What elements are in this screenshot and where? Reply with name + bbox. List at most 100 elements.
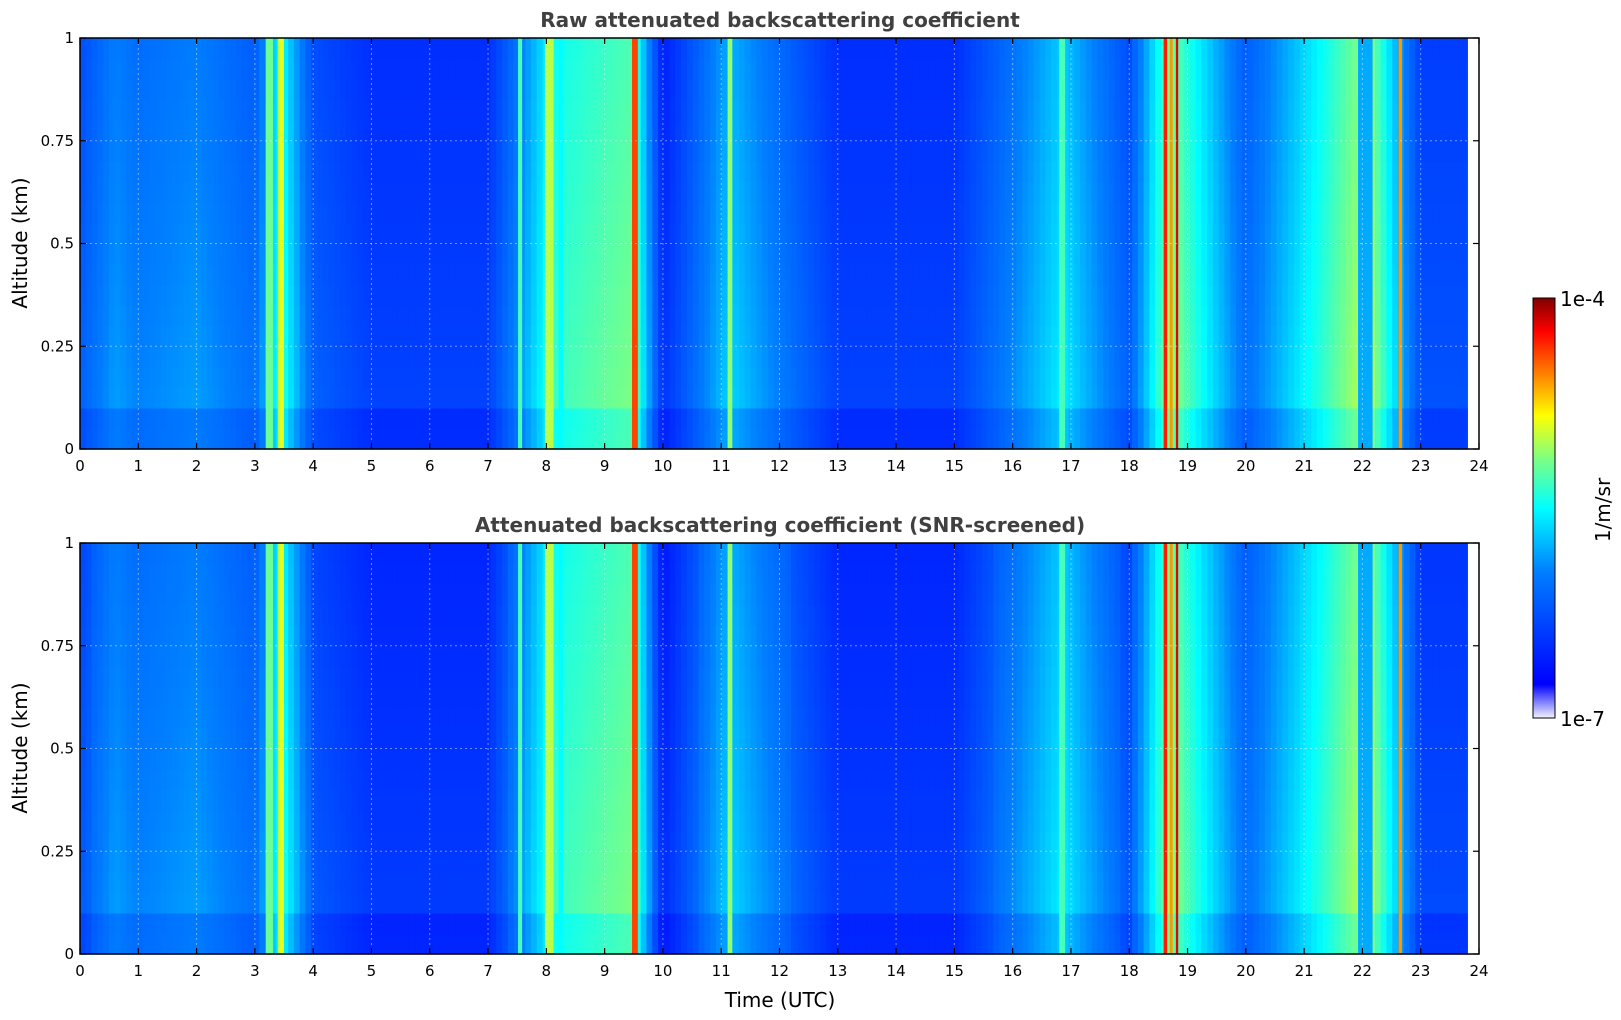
heatmap-cell — [1392, 120, 1399, 142]
heatmap-cell — [1062, 325, 1070, 347]
heatmap-cell — [843, 428, 850, 450]
heatmap-cell — [172, 58, 179, 80]
heatmap-cell — [403, 222, 411, 245]
heatmap-cell — [1149, 387, 1156, 409]
heatmap-cell — [311, 181, 318, 203]
heatmap-cell — [496, 366, 503, 388]
heatmap-cell — [80, 387, 87, 409]
heatmap-cell — [103, 79, 110, 101]
heatmap-cell — [1438, 264, 1445, 286]
heatmap-cell — [970, 38, 977, 60]
heatmap-cell — [1236, 346, 1243, 368]
heatmap-cell — [600, 346, 607, 368]
panel-raw-heatmap — [80, 38, 1479, 450]
heatmap-cell — [403, 181, 411, 203]
heatmap-cell — [970, 428, 977, 450]
heatmap-cell — [201, 325, 208, 347]
heatmap-cell — [964, 99, 971, 121]
heatmap-cell — [802, 161, 809, 183]
heatmap-cell — [987, 284, 994, 306]
heatmap-cell — [1178, 120, 1185, 142]
heatmap-cell — [658, 284, 665, 306]
heatmap-cell — [1444, 325, 1451, 347]
heatmap-cell — [744, 366, 752, 388]
heatmap-cell — [126, 181, 133, 203]
heatmap-cell — [634, 181, 642, 203]
heatmap-cell — [380, 58, 387, 80]
heatmap-cell — [999, 305, 1006, 327]
heatmap-cell — [658, 161, 665, 183]
heatmap-cell — [663, 79, 671, 101]
heatmap-cell — [1189, 120, 1197, 142]
heatmap-cell — [426, 428, 434, 450]
heatmap-cell — [964, 181, 971, 203]
heatmap-cell — [328, 38, 335, 60]
heatmap-cell — [929, 222, 937, 245]
heatmap-cell — [1241, 161, 1249, 183]
heatmap-cell — [767, 428, 775, 450]
heatmap-cell — [577, 305, 584, 327]
heatmap-cell — [779, 58, 786, 80]
heatmap-cell — [1415, 120, 1422, 142]
heatmap-cell — [270, 264, 278, 286]
heatmap-cell — [975, 366, 983, 388]
heatmap-cell — [1380, 140, 1388, 162]
heatmap-cell — [351, 120, 359, 142]
heatmap-cell — [386, 120, 393, 142]
heatmap-cell — [478, 79, 486, 101]
heatmap-cell — [883, 325, 890, 347]
heatmap-cell — [536, 243, 544, 265]
heatmap-cell — [658, 366, 665, 388]
heatmap-cell — [1311, 346, 1318, 368]
heatmap-cell — [958, 38, 966, 60]
heatmap-cell — [328, 366, 335, 388]
heatmap-cell — [386, 346, 393, 368]
heatmap-cell — [253, 305, 260, 327]
heatmap-cell — [1114, 79, 1122, 101]
heatmap-cell — [490, 407, 497, 430]
heatmap-cell — [317, 202, 324, 224]
heatmap-cell — [617, 120, 624, 142]
heatmap-cell — [854, 140, 861, 162]
heatmap-cell — [554, 407, 561, 430]
heatmap-cell — [895, 140, 902, 162]
heatmap-cell — [1213, 407, 1220, 430]
heatmap-cell — [860, 140, 867, 162]
heatmap-cell — [721, 243, 729, 265]
heatmap-cell — [802, 387, 809, 409]
heatmap-cell — [444, 58, 451, 80]
heatmap-cell — [421, 284, 428, 306]
heatmap-cell — [1068, 325, 1075, 347]
heatmap-cell — [1461, 38, 1468, 60]
heatmap-cell — [773, 243, 781, 265]
heatmap-cell — [738, 407, 746, 430]
heatmap-cell — [947, 181, 954, 203]
heatmap-cell — [282, 38, 289, 60]
heatmap-cell — [1137, 407, 1145, 430]
heatmap-cell — [738, 428, 746, 450]
heatmap-cell — [1085, 366, 1093, 388]
heatmap-cell — [611, 222, 619, 245]
heatmap-cell — [322, 284, 330, 306]
heatmap-cell — [970, 284, 977, 306]
heatmap-cell — [663, 407, 671, 430]
heatmap-cell — [1062, 181, 1070, 203]
heatmap-cell — [970, 140, 977, 162]
heatmap-cell — [1224, 99, 1231, 121]
heatmap-cell — [1201, 202, 1208, 224]
heatmap-cell — [91, 243, 98, 265]
heatmap-cell — [981, 99, 989, 121]
heatmap-cell — [935, 346, 942, 368]
heatmap-cell — [606, 284, 613, 306]
heatmap-cell — [1236, 387, 1243, 409]
heatmap-cell — [1033, 140, 1041, 162]
heatmap-cell — [1172, 366, 1179, 388]
heatmap-cell — [1403, 264, 1411, 286]
heatmap-cell — [137, 222, 145, 245]
heatmap-cell — [623, 79, 630, 101]
heatmap-cell — [617, 366, 624, 388]
heatmap-cell — [837, 243, 844, 265]
heatmap-cell — [1386, 79, 1393, 101]
heatmap-cell — [484, 346, 492, 368]
heatmap-cell — [1155, 407, 1162, 430]
